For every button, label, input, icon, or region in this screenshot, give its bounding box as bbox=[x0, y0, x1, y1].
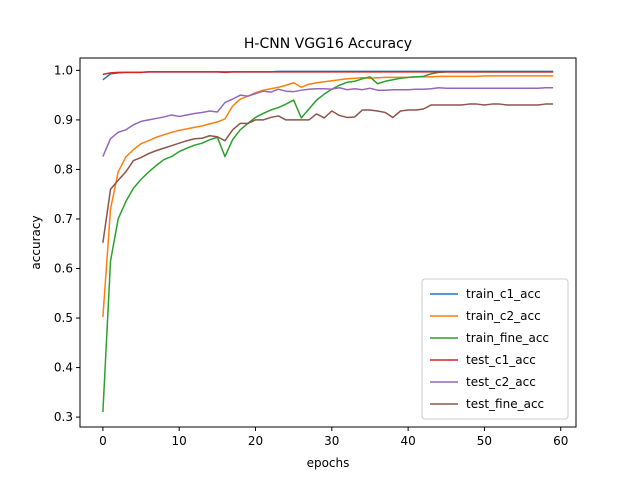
x-tick-label: 10 bbox=[172, 434, 187, 448]
legend-label: test_c1_acc bbox=[466, 353, 536, 367]
y-tick-label: 0.3 bbox=[54, 410, 73, 424]
x-axis-ticks: 0 10 20 30 40 50 60 bbox=[99, 427, 568, 448]
legend-label: train_fine_acc bbox=[466, 331, 549, 345]
x-tick-label: 20 bbox=[248, 434, 263, 448]
y-tick-label: 0.5 bbox=[54, 311, 73, 325]
x-axis-label: epochs bbox=[307, 456, 350, 470]
legend: train_c1_acc train_c2_acc train_fine_accte… bbox=[421, 278, 569, 420]
y-tick-label: 1.0 bbox=[54, 63, 73, 77]
legend-label: test_c2_acc bbox=[466, 375, 536, 389]
x-tick-label: 40 bbox=[400, 434, 415, 448]
series-line-test-c2-acc bbox=[102, 86, 554, 157]
y-axis-label: accuracy bbox=[29, 215, 43, 269]
x-tick-label: 30 bbox=[324, 434, 339, 448]
x-tick-label: 50 bbox=[477, 434, 492, 448]
y-tick-label: 0.6 bbox=[54, 262, 73, 276]
x-tick-label: 60 bbox=[553, 434, 568, 448]
chart-title: H-CNN VGG16 Accuracy bbox=[244, 36, 412, 52]
series-line-test-c1-acc bbox=[102, 71, 554, 76]
series-lines bbox=[102, 70, 554, 413]
series-line-test-fine-acc bbox=[102, 103, 554, 243]
legend-label: test_fine_acc bbox=[466, 397, 544, 411]
y-tick-label: 0.4 bbox=[54, 361, 73, 375]
series-line-train-c2-acc bbox=[102, 75, 554, 318]
x-tick-label: 0 bbox=[99, 434, 107, 448]
legend-label: train_c2_acc bbox=[466, 309, 541, 323]
legend-box bbox=[421, 278, 569, 420]
y-axis-ticks: 0.3 0.4 0.5 0.6 0.7 0.8 0.9 1.0 bbox=[54, 63, 80, 424]
plot-frame bbox=[79, 57, 577, 428]
y-tick-label: 0.7 bbox=[54, 212, 73, 226]
y-tick-label: 0.9 bbox=[54, 113, 73, 127]
legend-label: train_c1_acc bbox=[466, 287, 541, 301]
y-tick-label: 0.8 bbox=[54, 162, 73, 176]
